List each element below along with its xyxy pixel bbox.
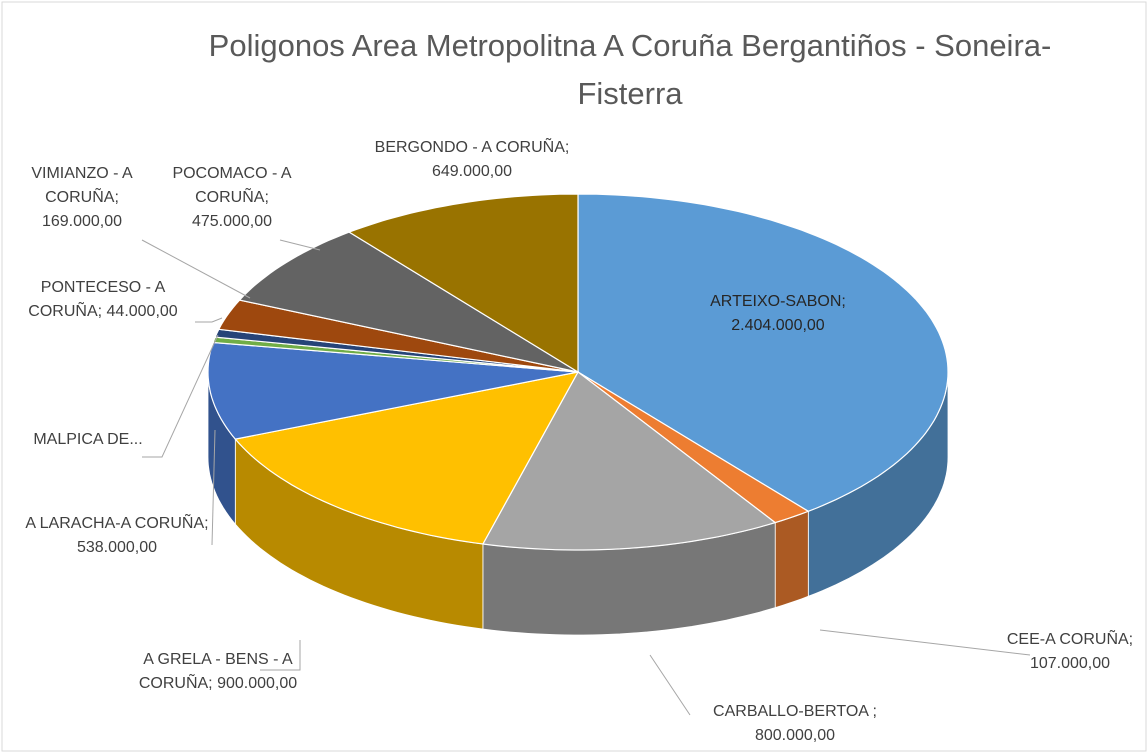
leader-line	[142, 334, 219, 458]
data-label: PONTECESO - A CORUÑA; 44.000,00	[8, 276, 198, 324]
leader-line	[141, 239, 251, 299]
slice	[577, 371, 810, 524]
slice	[481, 371, 777, 551]
label-category: A LARACHA-A CORUÑA;	[25, 515, 209, 532]
label-value: 538.000,00	[76, 539, 158, 556]
data-label: CEE-A CORUÑA; 107.000,00	[985, 628, 1148, 676]
chart-title: Poligonos Area Metropolitna A Coruña Ber…	[208, 28, 1052, 111]
label-value: 649.000,00	[431, 163, 513, 180]
label-value: 169.000,00	[41, 213, 123, 230]
slice-side	[774, 510, 809, 609]
label-value: 900.000,00	[217, 675, 298, 692]
label-value: 800.000,00	[754, 727, 836, 744]
slice	[238, 231, 579, 373]
slice	[207, 341, 579, 440]
label-category: A GRELA - BENS - A CORUÑA;	[138, 651, 293, 692]
data-label: MALPICA DE...	[23, 428, 153, 452]
label-category: MALPICA DE...	[33, 431, 143, 448]
label-category: PONTECESO - A CORUÑA;	[28, 279, 166, 320]
data-label: A LARACHA-A CORUÑA; 538.000,00	[17, 512, 217, 560]
leader-line	[819, 629, 1031, 656]
leader-line	[649, 654, 691, 716]
data-label: ARTEIXO-SABON; 2.404.000,00	[688, 290, 868, 338]
leader-lines	[141, 239, 1031, 716]
label-category: POCOMACO - A CORUÑA;	[172, 165, 292, 206]
label-category: CARBALLO-BERTOA ;	[713, 703, 877, 720]
label-category: VIMIANZO - A CORUÑA;	[31, 165, 133, 206]
data-label: VIMIANZO - A CORUÑA; 169.000,00	[15, 162, 150, 234]
leader-line	[195, 317, 223, 323]
data-label: CARBALLO-BERTOA ; 800.000,00	[685, 700, 905, 748]
label-category: CEE-A CORUÑA;	[1006, 631, 1134, 648]
leader-line	[279, 239, 321, 251]
label-value: 107.000,00	[1029, 655, 1111, 672]
label-value: 475.000,00	[191, 213, 273, 230]
leader-line	[260, 640, 301, 671]
leader-line	[211, 429, 216, 546]
slice	[577, 193, 949, 512]
pie	[207, 193, 949, 636]
data-label: POCOMACO - A CORUÑA; 475.000,00	[157, 162, 307, 234]
slice	[217, 299, 579, 373]
label-category: ARTEIXO-SABON;	[710, 293, 846, 310]
data-label: BERGONDO - A CORUÑA; 649.000,00	[372, 136, 572, 184]
slice	[347, 193, 579, 374]
label-category: BERGONDO - A CORUÑA;	[374, 139, 570, 156]
slice	[234, 371, 580, 545]
data-label: A GRELA - BENS - A CORUÑA; 900.000,00	[118, 648, 318, 696]
label-value: 2.404.000,00	[731, 317, 825, 334]
label-value: 44.000,00	[106, 303, 178, 320]
